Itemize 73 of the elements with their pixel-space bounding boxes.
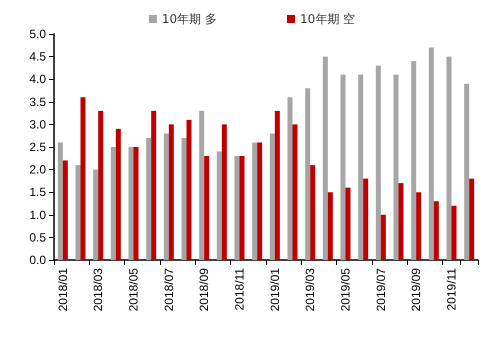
y-tick-label: 4.5 [29,50,46,64]
y-tick-label: 2.5 [29,140,46,154]
bar [199,110,204,260]
bar [110,147,116,260]
x-tick-label: 2019/07 [374,268,388,312]
bar [182,138,186,260]
x-tick-label: 2018/01 [56,268,70,312]
x-tick-label: 2019/03 [303,268,318,312]
bar [234,156,240,260]
bar [292,124,298,260]
x-tick-label: 2018/09 [197,268,212,312]
bar [164,133,169,260]
bar [358,74,364,260]
y-tick-label: 1.0 [29,208,46,222]
x-tick-label: 2018/03 [91,268,106,312]
bar [322,56,328,260]
bar [363,178,368,260]
bar [62,160,68,260]
bar [134,147,138,260]
y-tick-label: 0.0 [29,253,46,267]
y-tick-label: 4.0 [29,72,46,86]
bar [222,124,227,260]
bar [464,84,470,260]
bar [204,156,210,260]
bar [380,214,386,260]
bar [469,178,474,260]
bar [274,110,280,260]
bar [428,48,434,260]
bar [93,170,98,260]
bar [434,201,439,260]
bar [446,56,452,260]
bar [80,97,86,260]
bar [257,142,262,260]
bar [328,192,333,260]
bar [252,142,258,260]
bar [151,110,156,260]
bar [128,147,134,260]
bar [116,128,121,260]
bar [346,188,350,260]
legend-label: 10年期 空 [300,12,356,26]
x-tick-label: 2018/11 [232,268,246,310]
bar [340,74,346,260]
x-tick-label: 2018/07 [162,268,176,312]
bar [394,74,398,260]
bar [240,156,244,260]
x-tick-label: 2019/05 [338,268,352,312]
bar [186,120,192,260]
x-tick-label: 2019/11 [444,268,458,310]
bar [411,61,416,260]
bar [452,206,456,260]
bar [58,142,63,260]
bar [288,97,292,260]
bar [305,88,310,260]
bar [416,192,422,260]
y-tick-label: 5.0 [29,27,46,41]
x-tick-label: 2019/01 [268,268,282,312]
bar [146,138,152,260]
y-tick-label: 3.5 [29,94,46,109]
x-tick-label: 2018/05 [126,268,140,312]
legend-label: 10年期 多 [162,12,218,26]
x-tick-label: 2019/09 [409,268,424,312]
bar [310,165,316,260]
bar [270,133,275,260]
y-tick-label: 0.5 [29,230,46,244]
y-tick-label: 3.0 [29,117,46,132]
bar [76,165,80,260]
bar [168,124,174,260]
bar [398,183,404,260]
bar [376,66,381,260]
bar [98,110,104,260]
y-tick-label: 1.5 [29,185,46,200]
bar [216,152,222,260]
y-tick-label: 2.0 [29,162,46,177]
